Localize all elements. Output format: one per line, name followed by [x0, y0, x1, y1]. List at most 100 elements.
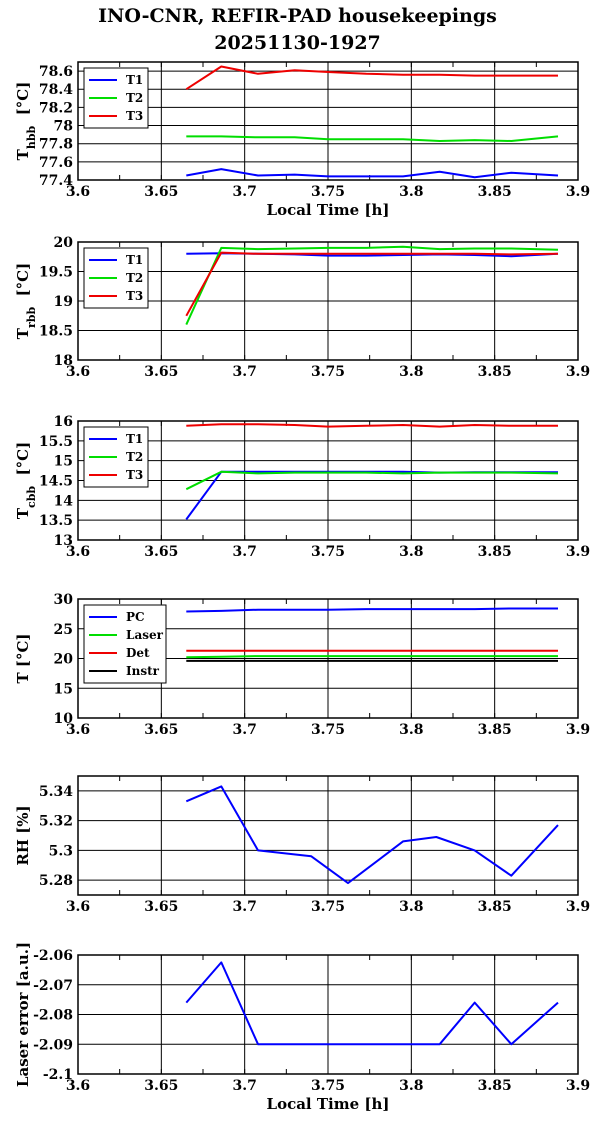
y-axis-label: Tcbb [°C]: [14, 442, 38, 519]
x-tick-label: 3.75: [311, 544, 345, 560]
legend-label: Det: [126, 646, 150, 660]
y-tick-label: 30: [54, 592, 74, 608]
y-tick-label: 10: [54, 711, 74, 727]
chart-panel-3: 3.6 3.65 3.7 3.75 3.8 3.85 3.9 13 13.5 14 14.5 15 15…: [14, 414, 590, 560]
x-tick-label: 3.65: [144, 722, 178, 738]
x-tick-label: 3.85: [478, 1078, 512, 1094]
x-tick-label: 3.85: [478, 544, 512, 560]
series-line-t2: [185, 245, 559, 326]
x-tick-label: 3.7: [232, 364, 256, 380]
x-tick-label: 3.7: [232, 184, 256, 200]
y-axis-label: Trbb [°C]: [14, 263, 38, 339]
legend: T1 T2 T3: [83, 426, 149, 488]
legend-label: T3: [126, 289, 143, 303]
x-tick-label: 3.6: [66, 722, 90, 738]
y-tick-label: 19: [54, 294, 73, 310]
x-tick-label: 3.65: [144, 184, 178, 200]
chart-panel-6: 3.6 3.65 3.7 3.75 3.8 3.85 3.9 -2.1 -2.09 -2.08 -2…: [14, 942, 590, 1113]
y-tick-label: 20: [54, 652, 74, 668]
y-tick-label: 78.6: [39, 64, 73, 80]
series-line-data: [185, 961, 559, 1046]
x-tick-label: 3.9: [566, 722, 590, 738]
series-line-t1: [185, 470, 558, 520]
legend-label: T3: [126, 468, 143, 482]
series-line-data: [185, 785, 559, 885]
legend-label: T2: [126, 271, 143, 285]
x-axis-label: Local Time [h]: [267, 201, 390, 219]
y-tick-label: 15.5: [39, 434, 73, 450]
series-line-t3: [185, 251, 559, 317]
x-tick-label: 3.85: [478, 364, 512, 380]
chart-panel-2: 3.6 3.65 3.7 3.75 3.8 3.85 3.9 18 18.5 19 19.5 20 Tr…: [14, 235, 590, 380]
x-tick-label: 3.6: [66, 1078, 90, 1094]
x-tick-label: 3.75: [311, 899, 345, 915]
y-tick-label: 13.5: [39, 513, 73, 529]
legend-label: T1: [126, 73, 143, 87]
y-tick-label: 14.5: [39, 474, 73, 490]
x-axis-label: Local Time [h]: [267, 1095, 390, 1113]
y-tick-label: 25: [54, 622, 73, 638]
x-tick-label: 3.65: [144, 544, 178, 560]
y-axis-label: Laser error [a.u.]: [14, 942, 32, 1087]
plot-frame: [77, 775, 579, 896]
x-tick-label: 3.65: [144, 364, 178, 380]
y-tick-label: 13: [54, 533, 73, 549]
series-line-t3: [185, 65, 558, 91]
x-tick-label: 3.8: [399, 364, 423, 380]
x-tick-label: 3.9: [566, 184, 590, 200]
x-tick-label: 3.6: [66, 899, 90, 915]
y-tick-label: 5.3: [49, 843, 73, 859]
x-tick-label: 3.75: [311, 1078, 345, 1094]
x-tick-label: 3.9: [566, 899, 590, 915]
x-tick-label: 3.9: [566, 1078, 590, 1094]
y-tick-label: 18.5: [39, 324, 73, 340]
plot-frame: [77, 61, 579, 181]
series-line-t3: [186, 423, 558, 428]
x-tick-label: 3.6: [66, 184, 90, 200]
y-tick-label: 20: [54, 235, 74, 251]
x-tick-label: 3.6: [66, 364, 90, 380]
legend: T1 T2 T3: [83, 247, 149, 309]
y-tick-label: -2.08: [33, 1008, 73, 1024]
legend-label: T2: [126, 91, 143, 105]
plot-frame: [77, 954, 579, 1075]
plot-frame: [77, 241, 579, 361]
y-tick-label: 16: [54, 414, 73, 430]
chart-title: INO-CNR, REFIR-PAD housekeepings: [98, 5, 497, 27]
series-line-t1: [186, 168, 559, 179]
y-tick-label: 78.2: [39, 100, 73, 116]
legend-label: T1: [126, 432, 143, 446]
x-tick-label: 3.65: [144, 1078, 178, 1094]
x-tick-label: 3.8: [399, 1078, 423, 1094]
x-tick-label: 3.7: [232, 1078, 256, 1094]
x-tick-label: 3.75: [311, 364, 345, 380]
y-tick-label: 15: [54, 454, 73, 470]
y-tick-label: 77.8: [39, 137, 73, 153]
y-tick-label: -2.07: [33, 978, 73, 994]
y-tick-label: 77.6: [39, 155, 73, 171]
y-axis-label: T [°C]: [14, 633, 32, 683]
x-tick-label: 3.65: [144, 899, 178, 915]
legend-label: T1: [126, 253, 143, 267]
series-line-laser: [186, 655, 558, 659]
x-tick-label: 3.85: [478, 899, 512, 915]
chart-panel-5: 3.6 3.65 3.7 3.75 3.8 3.85 3.9 5.28 5.3 5.32 5.34 R…: [14, 775, 590, 915]
x-tick-label: 3.75: [311, 722, 345, 738]
y-tick-label: 5.34: [39, 784, 73, 800]
y-tick-label: 14: [54, 493, 74, 509]
y-tick-label: 19.5: [39, 265, 73, 281]
y-tick-label: 78: [54, 119, 73, 135]
x-tick-label: 3.85: [478, 722, 512, 738]
x-tick-label: 3.8: [399, 544, 423, 560]
y-tick-label: 15: [54, 681, 73, 697]
y-tick-label: 18: [54, 353, 73, 369]
chart-subtitle: 20251130-1927: [214, 32, 381, 54]
x-tick-label: 3.8: [399, 184, 423, 200]
legend: PC Laser Det Instr: [83, 604, 167, 684]
x-tick-label: 3.7: [232, 722, 256, 738]
y-tick-label: -2.1: [43, 1067, 73, 1083]
y-tick-label: 5.28: [39, 873, 73, 889]
y-tick-label: -2.09: [33, 1037, 73, 1053]
series-line-t2: [186, 135, 559, 142]
